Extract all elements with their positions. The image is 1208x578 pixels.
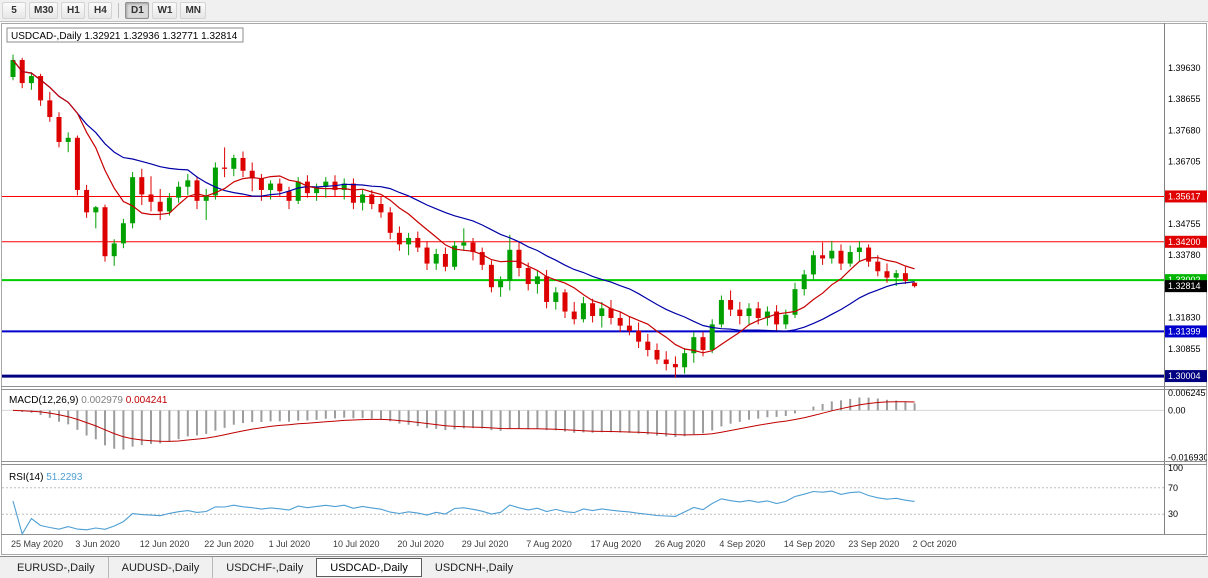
price-badge bbox=[1165, 235, 1207, 248]
price-badge bbox=[1165, 370, 1207, 383]
date-label: 23 Sep 2020 bbox=[848, 539, 899, 549]
rsi-axis-label: 30 bbox=[1168, 509, 1178, 519]
price-grid-label: 1.38655 bbox=[1168, 94, 1201, 104]
price-grid-label: 1.31830 bbox=[1168, 313, 1201, 323]
ma-fast-line bbox=[12, 59, 915, 354]
chart-frame bbox=[1, 23, 1207, 555]
chart-tab-eurusd[interactable]: EURUSD-,Daily bbox=[17, 561, 95, 574]
date-label: 4 Sep 2020 bbox=[719, 539, 765, 549]
date-label: 14 Sep 2020 bbox=[784, 539, 835, 549]
price-badge bbox=[1165, 325, 1207, 338]
rsi-label: RSI(14) 51.2293 bbox=[9, 472, 83, 483]
macd-label: MACD(12,26,9) 0.002979 0.004241 bbox=[9, 395, 168, 406]
date-label: 22 Jun 2020 bbox=[204, 539, 254, 549]
date-label: 20 Jul 2020 bbox=[397, 539, 444, 549]
macd-signal-line bbox=[12, 401, 915, 442]
price-badge bbox=[1165, 190, 1207, 203]
macd-axis-label: 0.006245 bbox=[1168, 388, 1206, 398]
candles bbox=[10, 54, 918, 378]
date-label: 29 Jul 2020 bbox=[462, 539, 509, 549]
date-label: 7 Aug 2020 bbox=[526, 539, 572, 549]
price-axis: 1.39630 1.38655 1.37680 1.36705 1.34755 1.337… bbox=[1165, 63, 1207, 519]
date-label: 26 Aug 2020 bbox=[655, 539, 706, 549]
timeframe-button-h1[interactable]: H1 bbox=[61, 2, 86, 19]
price-grid-label: 1.34755 bbox=[1168, 219, 1201, 229]
chart-tab-usdcad[interactable]: USDCAD-,Daily bbox=[316, 558, 422, 577]
date-label: 17 Aug 2020 bbox=[591, 539, 642, 549]
price-grid-label: 1.30855 bbox=[1168, 344, 1201, 354]
ma-slow-line bbox=[12, 59, 915, 332]
date-label: 10 Jul 2020 bbox=[333, 539, 380, 549]
chart-svg[interactable]: USDCAD-,Daily 1.32921 1.32936 1.32771 1.… bbox=[1, 23, 1207, 555]
rsi-axis-label: 70 bbox=[1168, 483, 1178, 493]
timeframe-button-h4[interactable]: H4 bbox=[88, 2, 113, 19]
price-grid-label: 1.39630 bbox=[1168, 63, 1201, 73]
chart-tabbar: EURUSD-,Daily AUDUSD-,Daily USDCHF-,Daily U… bbox=[0, 556, 1208, 578]
price-badge bbox=[1165, 280, 1207, 293]
price-grid-label: 1.37680 bbox=[1168, 125, 1201, 135]
price-grid-label: 1.33780 bbox=[1168, 250, 1201, 260]
price-badge-label: 1.31399 bbox=[1168, 326, 1201, 336]
price-badge-label: 1.35617 bbox=[1168, 191, 1201, 201]
date-label: 1 Jul 2020 bbox=[269, 539, 311, 549]
price-badge-label: 1.32814 bbox=[1168, 281, 1201, 291]
price-badge-label: 1.34200 bbox=[1168, 237, 1201, 247]
rsi-line bbox=[12, 490, 915, 536]
timeframe-button-mn[interactable]: MN bbox=[180, 2, 207, 19]
price-grid-label: 1.36705 bbox=[1168, 157, 1201, 167]
date-label: 25 May 2020 bbox=[11, 539, 63, 549]
macd-axis-label: -0.016930 bbox=[1168, 452, 1207, 462]
date-axis: 25 May 2020 3 Jun 2020 12 Jun 2020 22 Jun 2… bbox=[11, 539, 957, 549]
chart-title-box bbox=[6, 27, 244, 43]
chart-tab-usdcnh[interactable]: USDCNH-,Daily bbox=[434, 561, 514, 574]
date-label: 12 Jun 2020 bbox=[140, 539, 190, 549]
date-label: 2 Oct 2020 bbox=[913, 539, 957, 549]
chart-title: USDCAD-,Daily 1.32921 1.32936 1.32771 1.… bbox=[11, 31, 238, 42]
timeframe-toolbar: 5 M30 H1 H4 D1 W1 MN bbox=[0, 0, 1208, 22]
timeframe-button-d1[interactable]: D1 bbox=[125, 2, 150, 19]
rsi-axis-label: 100 bbox=[1168, 463, 1183, 473]
horizontal-lines[interactable] bbox=[2, 195, 1164, 378]
price-badge-label: 1.33002 bbox=[1168, 275, 1201, 285]
timeframe-button-5[interactable]: 5 bbox=[2, 2, 26, 19]
timeframe-button-m30[interactable]: M30 bbox=[29, 2, 59, 19]
chart-tab-audusd[interactable]: AUDUSD-,Daily bbox=[107, 557, 213, 578]
macd-axis-label: 0.00 bbox=[1168, 405, 1186, 415]
chart-area[interactable]: USDCAD-,Daily 1.32921 1.32936 1.32771 1.… bbox=[0, 22, 1208, 556]
price-badge-label: 1.30004 bbox=[1168, 371, 1201, 381]
timeframe-button-w1[interactable]: W1 bbox=[152, 2, 178, 19]
toolbar-separator bbox=[118, 3, 120, 18]
chart-tab-usdchf[interactable]: USDCHF-,Daily bbox=[212, 557, 316, 578]
date-label: 3 Jun 2020 bbox=[75, 539, 120, 549]
